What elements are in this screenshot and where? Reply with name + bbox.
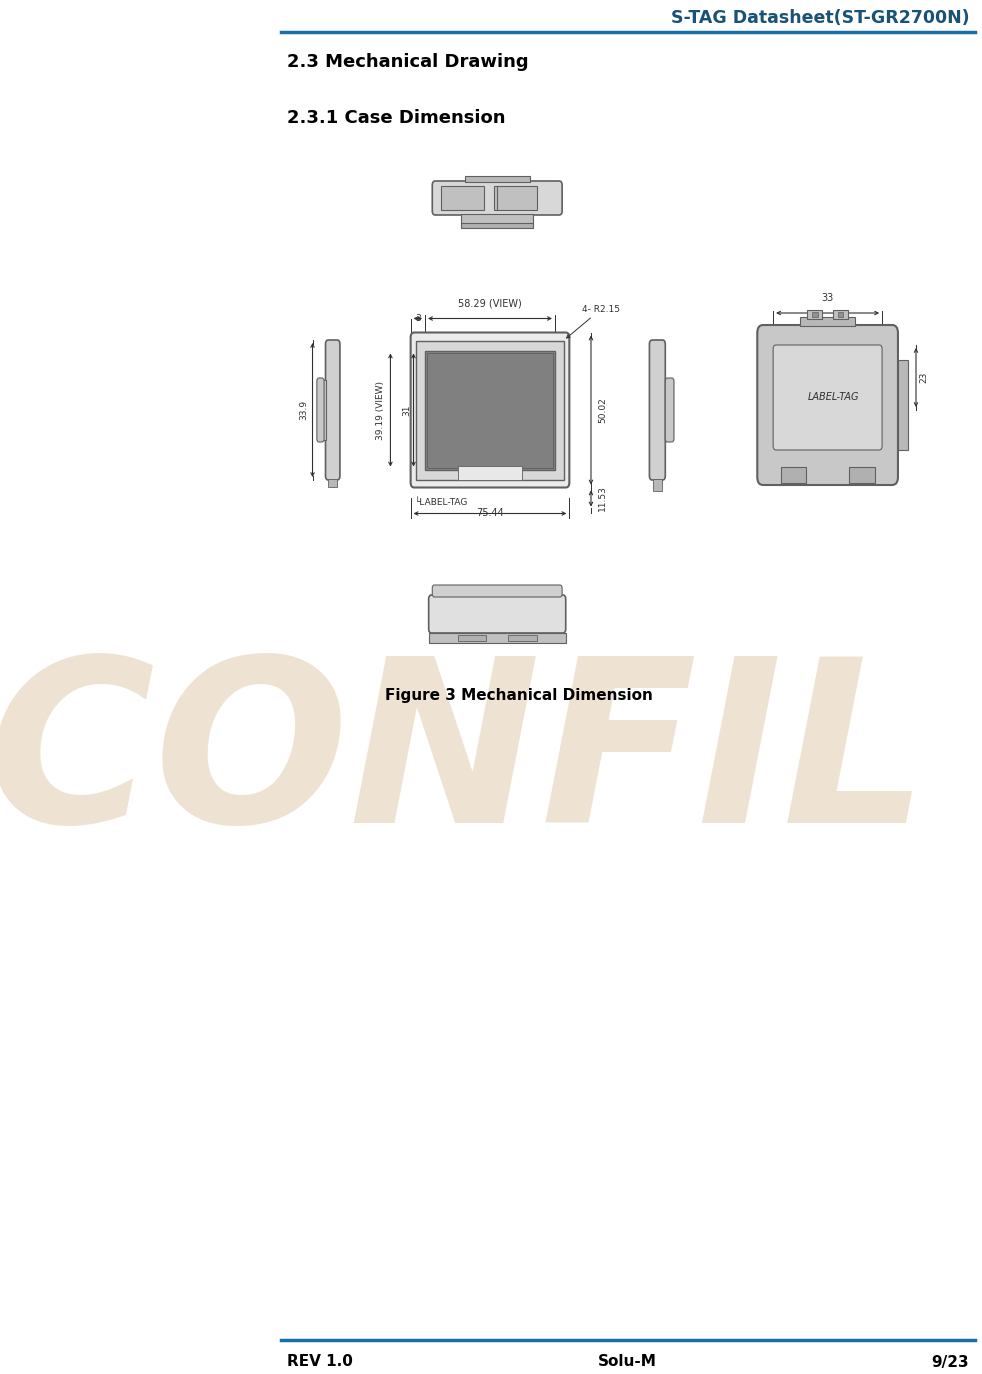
Bar (781, 467, 806, 484)
FancyBboxPatch shape (410, 333, 570, 488)
Text: S-TAG Datasheet(ST-GR2700N): S-TAG Datasheet(ST-GR2700N) (671, 10, 970, 27)
Bar (425, 350, 555, 470)
Text: 58.29 (VIEW): 58.29 (VIEW) (459, 298, 521, 309)
FancyBboxPatch shape (432, 181, 562, 214)
Text: LABEL-TAG: LABEL-TAG (807, 392, 859, 403)
FancyBboxPatch shape (317, 378, 324, 442)
Text: 9/23: 9/23 (931, 1355, 969, 1370)
Bar (800, 317, 855, 326)
Bar (494, 185, 537, 210)
Bar (849, 467, 875, 484)
FancyBboxPatch shape (325, 339, 340, 480)
Bar (426, 353, 554, 467)
Text: Figure 3 Mechanical Dimension: Figure 3 Mechanical Dimension (385, 687, 653, 702)
Bar (458, 635, 486, 642)
Text: Solu-M: Solu-M (598, 1355, 657, 1370)
Bar (812, 312, 818, 317)
Text: 11.53: 11.53 (598, 485, 607, 511)
FancyBboxPatch shape (649, 339, 665, 480)
FancyBboxPatch shape (429, 595, 566, 633)
FancyBboxPatch shape (757, 326, 898, 485)
Bar (898, 360, 908, 451)
Text: CONFIL: CONFIL (0, 649, 929, 871)
Text: 75.44: 75.44 (476, 507, 504, 518)
Bar (441, 185, 484, 210)
Text: 31: 31 (403, 404, 411, 416)
Bar (429, 633, 566, 643)
FancyBboxPatch shape (432, 585, 562, 596)
Bar (416, 341, 564, 480)
Bar (458, 466, 522, 480)
Text: 33.9: 33.9 (300, 400, 308, 420)
Bar (508, 635, 537, 642)
Bar (838, 312, 844, 317)
Text: 2.3 Mechanical Drawing: 2.3 Mechanical Drawing (287, 54, 528, 71)
Text: 4- R2.15: 4- R2.15 (567, 305, 621, 338)
Bar (653, 480, 662, 491)
Text: 3: 3 (415, 313, 420, 323)
Bar (328, 480, 337, 486)
Text: 2.3.1 Case Dimension: 2.3.1 Case Dimension (287, 109, 505, 126)
Bar (834, 311, 847, 319)
Bar (462, 214, 533, 224)
Bar (464, 176, 529, 181)
Text: 50.02: 50.02 (598, 397, 607, 423)
Text: 33: 33 (822, 293, 834, 304)
Text: 23: 23 (919, 372, 928, 383)
Bar (665, 381, 673, 440)
FancyBboxPatch shape (665, 378, 674, 442)
Text: REV 1.0: REV 1.0 (287, 1355, 353, 1370)
Text: 39.19 (VIEW): 39.19 (VIEW) (376, 381, 385, 440)
FancyBboxPatch shape (773, 345, 882, 451)
Bar (318, 381, 325, 440)
Text: └LABEL-TAG: └LABEL-TAG (414, 497, 467, 507)
Bar (462, 223, 533, 228)
Bar (807, 311, 822, 319)
